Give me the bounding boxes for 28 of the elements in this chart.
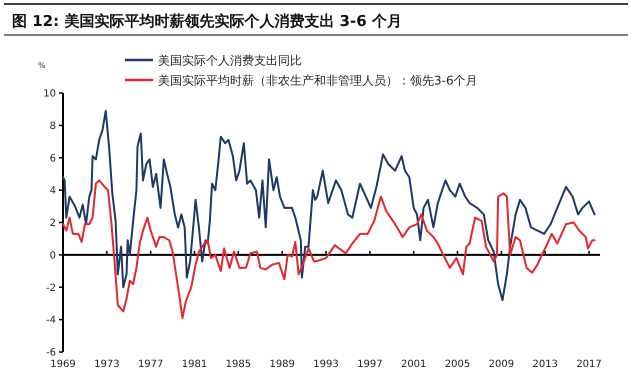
y-tick-label: 0 xyxy=(50,250,56,262)
chart-title: 图 12: 美国实际平均时薪领先实际个人消费支出 3-6 个月 xyxy=(12,12,402,30)
y-tick-label: 10 xyxy=(43,88,56,100)
y-tick-label: 4 xyxy=(50,186,56,197)
x-tick-label: 2005 xyxy=(444,359,470,370)
y-tick-label: 6 xyxy=(50,153,56,164)
x-tick-label: 1985 xyxy=(226,359,252,370)
x-tick-label: 1993 xyxy=(313,359,339,370)
y-tick-label: -2 xyxy=(46,282,56,294)
y-tick-label: 2 xyxy=(50,218,56,229)
y-tick-label: -4 xyxy=(46,315,56,326)
y-tick-label: 8 xyxy=(50,120,56,132)
x-tick-label: 1981 xyxy=(182,359,208,370)
legend-label: 美国实际个人消费支出同比 xyxy=(158,54,302,68)
x-tick-label: 1973 xyxy=(94,359,120,370)
line-series xyxy=(62,179,596,320)
x-tick-label: 1977 xyxy=(138,359,164,370)
x-tick-label: 2013 xyxy=(532,359,558,370)
x-tick-label: 1989 xyxy=(269,359,295,370)
x-tick-label: 2017 xyxy=(576,359,602,370)
x-tick-label: 1997 xyxy=(357,359,383,370)
line-series xyxy=(62,110,596,302)
x-tick-label: 1969 xyxy=(50,359,76,370)
x-tick-label: 2001 xyxy=(400,359,426,370)
legend-label: 美国实际平均时薪（非农生产和非管理人员）：领先3-6个月 xyxy=(158,74,478,88)
y-axis-title: % xyxy=(38,61,46,70)
y-tick-label: -6 xyxy=(46,348,56,358)
x-tick-label: 2009 xyxy=(488,359,514,370)
